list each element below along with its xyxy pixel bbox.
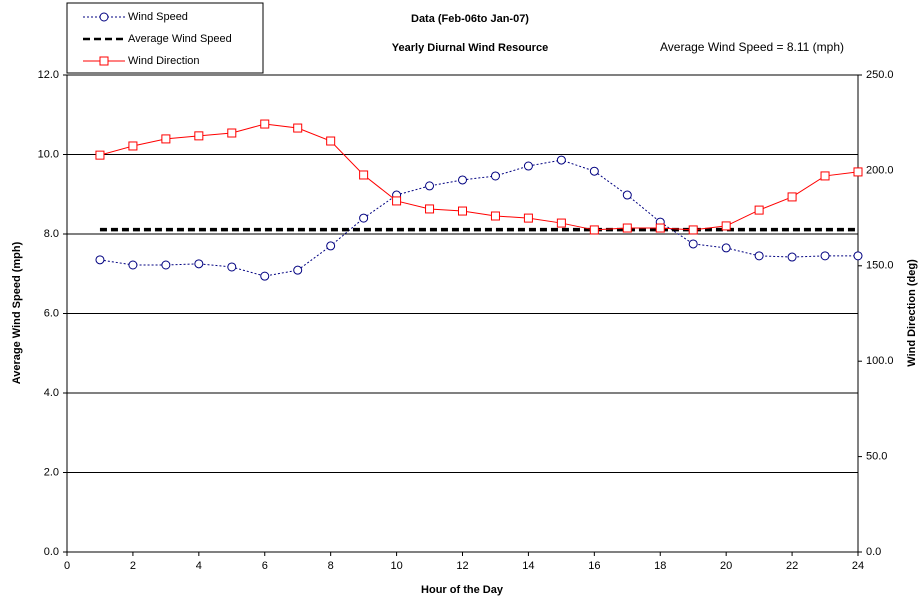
marker — [754, 251, 764, 261]
marker — [128, 260, 138, 270]
marker — [227, 128, 237, 138]
marker — [523, 213, 533, 223]
marker — [787, 252, 797, 262]
series-line — [99, 123, 859, 231]
marker — [490, 211, 500, 221]
legend-marker — [99, 12, 109, 22]
x-tick-label: 8 — [328, 560, 334, 572]
x-tick-label: 24 — [852, 560, 864, 572]
marker — [194, 259, 204, 269]
y2-tick-label: 150.0 — [866, 260, 894, 272]
marker — [490, 171, 500, 181]
marker — [622, 190, 632, 200]
marker — [655, 223, 665, 233]
marker — [227, 262, 237, 272]
y-tick-label: 4.0 — [44, 387, 59, 399]
y2-tick-label: 50.0 — [866, 451, 887, 463]
y-tick-label: 8.0 — [44, 228, 59, 240]
marker — [458, 175, 467, 185]
marker — [161, 260, 171, 270]
marker — [721, 221, 731, 231]
marker — [622, 223, 632, 233]
legend-marker — [99, 56, 109, 66]
x-tick-label: 10 — [390, 560, 402, 572]
marker — [425, 181, 435, 191]
marker — [260, 119, 270, 129]
y-tick-label: 0.0 — [44, 546, 59, 558]
marker — [556, 155, 566, 165]
legend-label: Average Wind Speed — [128, 33, 232, 45]
x-tick-label: 14 — [522, 560, 534, 572]
x-tick-label: 18 — [654, 560, 666, 572]
x-tick-label: 6 — [262, 560, 268, 572]
y2-tick-label: 200.0 — [866, 164, 894, 176]
marker — [392, 196, 402, 206]
series-line — [99, 159, 858, 277]
marker — [853, 167, 863, 177]
marker — [754, 205, 764, 215]
marker — [161, 134, 171, 144]
marker — [853, 251, 863, 261]
marker — [688, 239, 698, 249]
chart-subtitle: Yearly Diurnal Wind Resource — [392, 42, 548, 54]
marker — [688, 225, 698, 235]
marker — [589, 166, 599, 176]
x-tick-label: 20 — [720, 560, 732, 572]
marker — [293, 265, 303, 275]
x-tick-label: 12 — [456, 560, 468, 572]
x-tick-label: 22 — [786, 560, 798, 572]
marker — [326, 241, 336, 251]
x-tick-label: 2 — [130, 560, 136, 572]
marker — [95, 255, 105, 265]
x-axis-label: Hour of the Day — [421, 584, 504, 596]
marker — [359, 170, 369, 180]
y-tick-label: 10.0 — [38, 148, 59, 160]
x-tick-label: 16 — [588, 560, 600, 572]
marker — [293, 123, 303, 133]
y-tick-label: 6.0 — [44, 307, 59, 319]
plot-frame — [66, 74, 859, 553]
marker — [458, 206, 467, 216]
marker — [721, 243, 731, 253]
y2-axis-label: Wind Direction (deg) — [906, 259, 918, 367]
annotation: Average Wind Speed = 8.11 (mph) — [660, 40, 844, 54]
marker — [820, 251, 830, 261]
chart-title: Data (Feb-06to Jan-07) — [411, 13, 529, 25]
x-tick-label: 0 — [64, 560, 70, 572]
marker — [589, 225, 599, 235]
x-tick-label: 4 — [196, 560, 202, 572]
y2-tick-label: 250.0 — [866, 69, 894, 81]
legend-label: Wind Direction — [128, 55, 200, 67]
y-tick-label: 2.0 — [44, 466, 59, 478]
marker — [787, 192, 797, 202]
marker — [820, 171, 830, 181]
y2-tick-label: 0.0 — [866, 546, 881, 558]
y-axis-label: Average Wind Speed (mph) — [11, 241, 23, 384]
marker — [95, 150, 105, 160]
marker — [260, 271, 270, 281]
marker — [128, 141, 138, 151]
legend-label: Wind Speed — [128, 11, 188, 23]
marker — [425, 204, 435, 214]
marker — [556, 218, 566, 228]
y2-tick-label: 100.0 — [866, 355, 894, 367]
marker — [194, 131, 204, 141]
marker — [523, 161, 533, 171]
y-tick-label: 12.0 — [38, 69, 59, 81]
marker — [326, 136, 336, 146]
marker — [359, 213, 369, 223]
